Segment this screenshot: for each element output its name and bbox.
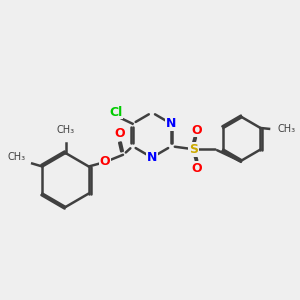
Text: N: N	[147, 151, 157, 164]
Text: O: O	[191, 162, 202, 175]
Text: N: N	[166, 117, 176, 130]
Text: O: O	[115, 127, 125, 140]
Text: CH₃: CH₃	[278, 124, 296, 134]
Text: O: O	[100, 155, 110, 169]
Text: S: S	[189, 143, 198, 156]
Text: CH₃: CH₃	[7, 152, 25, 163]
Text: CH₃: CH₃	[56, 125, 75, 135]
Text: O: O	[191, 124, 202, 137]
Text: Cl: Cl	[109, 106, 122, 119]
